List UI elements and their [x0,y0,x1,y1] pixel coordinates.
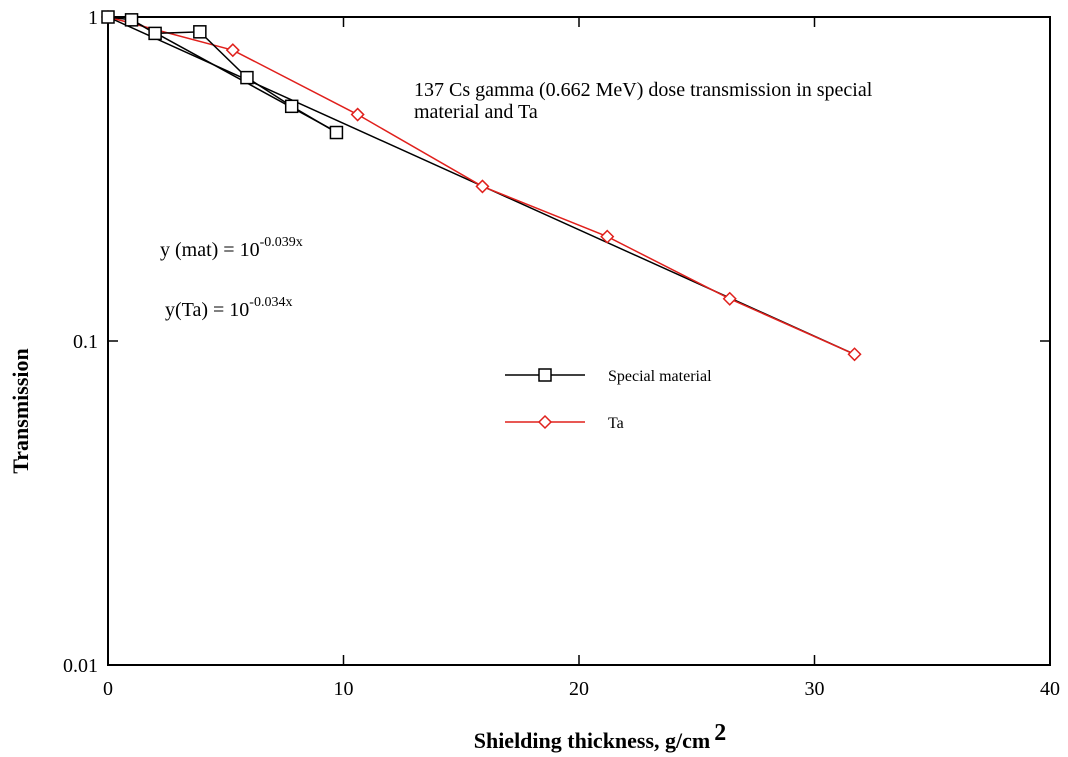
equation: y(Ta) = 10-0.034x [165,295,292,321]
marker-square [284,99,299,114]
x-axis-label: Shielding thickness, g/cm 2 [474,720,727,753]
marker-square [193,25,207,39]
marker-square [101,10,115,24]
y-tick-label: 0.1 [73,331,98,353]
marker-diamond [225,43,240,58]
x-axis-label-text: Shielding thickness, g/cm [474,728,711,753]
equation: y (mat) = 10-0.039x [160,235,303,261]
plot-frame [107,16,1051,666]
x-axis-label-sup: 2 [714,720,726,746]
equation-exponent: -0.039x [260,235,303,250]
annotation-line: material and Ta [414,101,538,123]
marker-diamond [350,107,365,122]
y-axis-label: Transmission [8,348,33,474]
marker-square [240,70,254,85]
x-tick-label: 30 [805,678,825,700]
y-tick-label: 1 [88,7,98,29]
x-tick-label: 0 [103,678,113,700]
equation-text: y(Ta) = 10 [165,299,249,321]
legend-label: Special material [608,368,712,385]
x-tick-label: 20 [569,678,589,700]
x-tick-label: 40 [1040,678,1060,700]
x-tick-label: 10 [334,678,354,700]
annotation: 137 Cs gamma (0.662 MeV) dose transmissi… [414,79,873,123]
equation-text: y (mat) = 10 [160,239,260,261]
y-tick-label: 0.01 [63,655,98,677]
marker-square [538,368,552,382]
series-line [107,16,337,134]
marker-diamond [722,291,737,306]
marker-diamond [537,414,553,430]
marker-diamond [600,229,615,244]
marker-square [124,13,139,27]
marker-square [148,26,162,41]
marker-diamond [847,347,862,362]
marker-diamond [475,179,490,194]
legend-label: Ta [608,415,624,432]
equation-exponent: -0.034x [249,295,292,310]
annotation-line: 137 Cs gamma (0.662 MeV) dose transmissi… [414,79,873,101]
marker-square [329,125,344,140]
